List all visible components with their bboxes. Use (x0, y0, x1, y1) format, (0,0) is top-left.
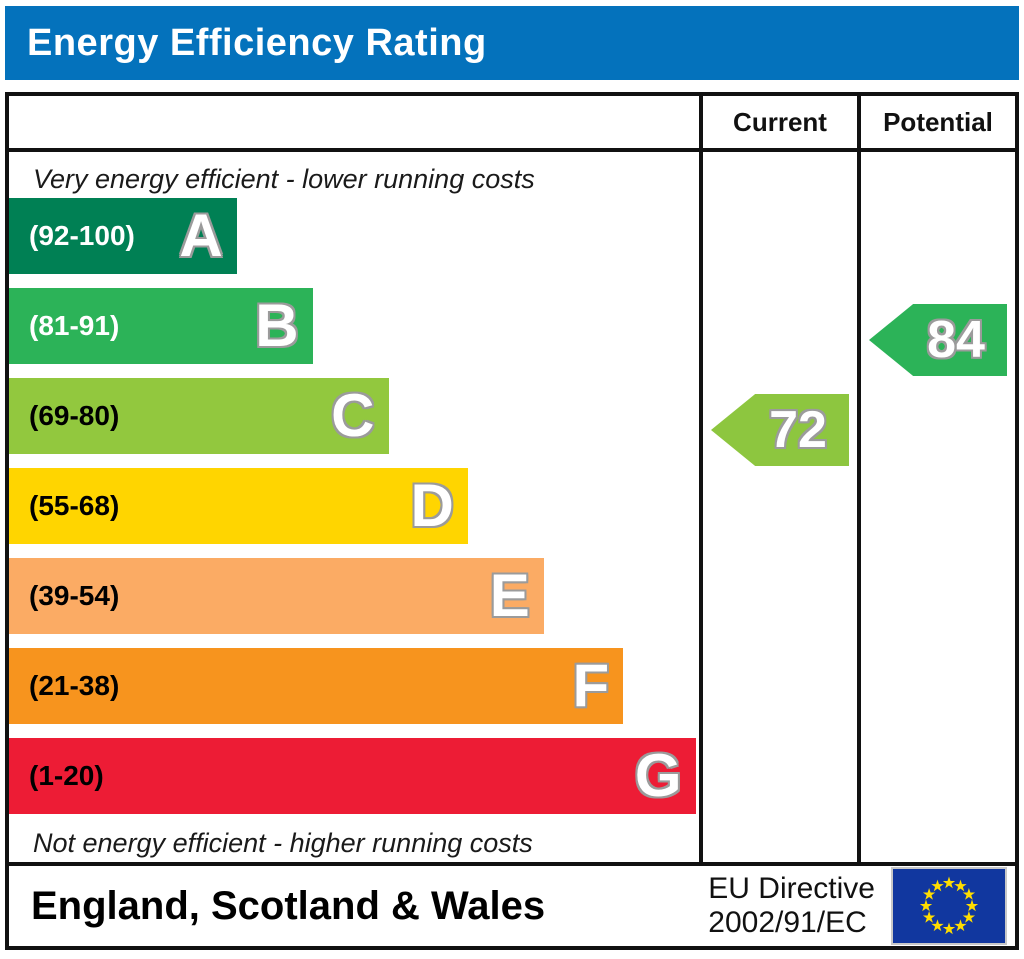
band-bar-c: (69-80) C (9, 378, 389, 454)
band-letter: A (179, 202, 223, 269)
band-range-label: (81-91) (29, 310, 120, 341)
band-row-d: (55-68) D (9, 468, 699, 544)
band-range-label: (55-68) (29, 490, 120, 521)
top-note: Very energy efficient - lower running co… (33, 164, 535, 194)
band-bar-f: (21-38) F (9, 648, 624, 724)
eu-directive-label: EU Directive 2002/91/EC (708, 872, 891, 939)
band-row-a: (92-100) A (9, 198, 699, 274)
band-range-label: (69-80) (29, 400, 120, 431)
band-letter: B (255, 292, 299, 359)
potential-rating-value: 84 (927, 311, 985, 369)
footer: England, Scotland & Wales EU Directive 2… (5, 866, 1019, 950)
current-rating-value: 72 (769, 401, 827, 459)
bottom-note: Not energy efficient - higher running co… (33, 828, 533, 858)
eu-flag-icon (891, 867, 1007, 945)
header-bar: Energy Efficiency Rating (5, 6, 1019, 80)
band-row-f: (21-38) F (9, 648, 699, 724)
band-row-b: (81-91) B (9, 288, 699, 364)
band-bar-g: (1-20) G (9, 738, 696, 814)
current-rating-arrow: 72 (711, 394, 849, 466)
current-column: Current 72 (699, 96, 857, 862)
eu-directive-line1: EU Directive (708, 872, 875, 906)
rating-table: Very energy efficient - lower running co… (5, 92, 1019, 866)
band-letter: E (489, 562, 530, 629)
band-range-label: (21-38) (29, 670, 120, 701)
current-column-body: 72 (703, 152, 857, 862)
potential-column-header: Potential (861, 96, 1015, 152)
chart-column: Very energy efficient - lower running co… (9, 96, 699, 862)
band-letter: C (331, 382, 375, 449)
eu-directive-line2: 2002/91/EC (708, 906, 867, 939)
band-bar-b: (81-91) B (9, 288, 313, 364)
band-bar-d: (55-68) D (9, 468, 468, 544)
band-bar-e: (39-54) E (9, 558, 544, 634)
footer-region-label: England, Scotland & Wales (31, 883, 546, 928)
band-letter: G (634, 742, 682, 809)
band-letter: D (410, 472, 454, 539)
band-bar-a: (92-100) A (9, 198, 237, 274)
band-letter: F (572, 652, 610, 719)
band-row-g: (1-20) G (9, 738, 699, 814)
band-row-e: (39-54) E (9, 558, 699, 634)
potential-column-body: 84 (861, 152, 1015, 862)
potential-column: Potential 84 (857, 96, 1015, 862)
current-column-header: Current (703, 96, 857, 152)
page-title: Energy Efficiency Rating (27, 21, 487, 64)
band-range-label: (39-54) (29, 580, 120, 611)
band-row-c: (69-80) C (9, 378, 699, 454)
band-range-label: (1-20) (29, 760, 104, 791)
chart-column-header-empty (9, 96, 699, 152)
chart-body: Very energy efficient - lower running co… (9, 152, 699, 862)
potential-rating-arrow: 84 (869, 304, 1007, 376)
band-range-label: (92-100) (29, 220, 135, 251)
